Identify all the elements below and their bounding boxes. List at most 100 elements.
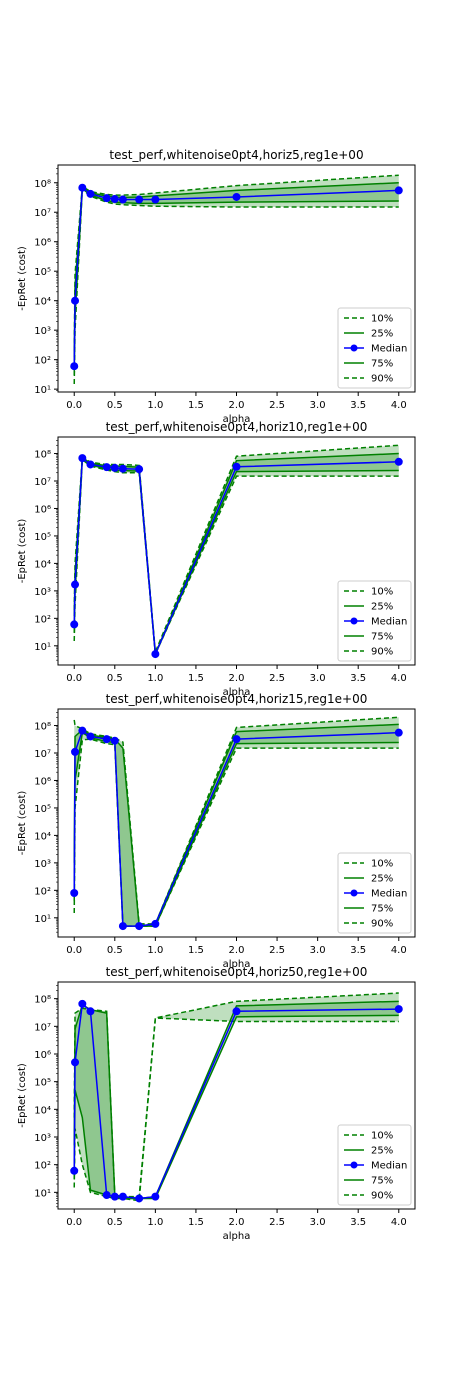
legend-label: Median (371, 889, 407, 900)
legend-marker-median (350, 344, 358, 352)
x-tick-label: 0.5 (107, 673, 123, 684)
x-tick-label: 0.5 (107, 945, 123, 956)
legend-label: 25% (371, 602, 393, 613)
y-tick-label: 10¹ (34, 385, 51, 396)
chart-panel-3: 0.0 0.5 1.0 1.5 2.0 2.5 3.0 3.5 4.0 10¹ 10² 10³ 10⁴ 1… (17, 692, 416, 970)
x-tick-label: 0.0 (66, 1217, 82, 1228)
x-tick-label: 2.5 (269, 673, 285, 684)
median-point (394, 1005, 403, 1014)
median-point (78, 454, 87, 463)
y-tick-label: 10⁸ (34, 450, 51, 461)
x-tick-label: 3.0 (310, 400, 326, 411)
median-point (86, 189, 95, 198)
y-tick-label: 10⁸ (34, 995, 51, 1006)
x-tick-label: 2.5 (269, 1217, 285, 1228)
x-tick-label: 1.5 (188, 945, 204, 956)
y-tick-label: 10⁷ (34, 1022, 51, 1033)
median-point (232, 192, 241, 201)
plot-area (70, 174, 403, 384)
y-tick-label: 10¹ (34, 642, 51, 653)
y-axis-label: -EpRet (cost) (17, 1063, 28, 1128)
x-tick-label: 1.0 (147, 1217, 163, 1228)
y-tick-label: 10⁶ (34, 776, 51, 787)
median-point (394, 186, 403, 195)
x-tick-label: 3.5 (350, 400, 366, 411)
y-tick-label: 10² (34, 1161, 51, 1172)
median-point (135, 1194, 144, 1203)
y-axis-label: -EpRet (cost) (17, 519, 28, 584)
chart-panel-4: 0.0 0.5 1.0 1.5 2.0 2.5 3.0 3.5 4.0 10¹ 10² 10³ 10⁴ 1… (17, 965, 416, 1242)
median-point (232, 462, 241, 471)
x-tick-label: 2.0 (229, 400, 245, 411)
legend-label: 75% (371, 632, 393, 643)
chart-title: test_perf,whitenoise0pt4,horiz10,reg1e+0… (106, 420, 368, 434)
x-tick-label: 2.5 (269, 945, 285, 956)
y-tick-label: 10⁷ (34, 477, 51, 488)
legend-box (337, 852, 412, 934)
median-point (110, 736, 119, 745)
legend: 10% 25% Median 75% 90% (337, 580, 412, 662)
median-point (78, 999, 87, 1008)
legend-marker-median (350, 617, 358, 625)
y-tick-label: 10² (34, 614, 51, 625)
x-tick-label: 1.5 (188, 1217, 204, 1228)
x-tick-label: 3.0 (310, 1217, 326, 1228)
x-tick-label: 2.0 (229, 673, 245, 684)
legend-label: 25% (371, 329, 393, 340)
x-tick-label: 4.0 (391, 945, 407, 956)
legend-label: 25% (371, 874, 393, 885)
median-point (86, 732, 95, 741)
median-point (232, 735, 241, 744)
y-tick-label: 10⁷ (34, 749, 51, 760)
median-point (71, 747, 80, 756)
median-point (135, 922, 144, 931)
y-tick-label: 10⁵ (34, 267, 51, 278)
y-axis-label: -EpRet (cost) (17, 246, 28, 311)
y-tick-label: 10⁸ (34, 179, 51, 190)
x-tick-label: 0.0 (66, 400, 82, 411)
median-point (70, 362, 79, 371)
x-axis-label: alpha (223, 1231, 251, 1242)
y-tick-label: 10¹ (34, 914, 51, 925)
x-tick-label: 1.0 (147, 400, 163, 411)
y-tick-label: 10³ (34, 587, 51, 598)
median-point (70, 1166, 79, 1175)
y-tick-label: 10² (34, 356, 51, 367)
median-point (118, 195, 127, 204)
median-point (110, 463, 119, 472)
median-point (135, 465, 144, 474)
median-point (78, 183, 87, 192)
median-point (70, 888, 79, 897)
x-tick-label: 1.0 (147, 945, 163, 956)
legend-label: 75% (371, 904, 393, 915)
median-point (102, 1191, 111, 1200)
y-tick-label: 10⁴ (34, 831, 51, 842)
y-tick-label: 10² (34, 886, 51, 897)
median-point (86, 460, 95, 469)
x-axis-label: alpha (223, 959, 251, 970)
median-point (118, 464, 127, 473)
legend-label: 75% (371, 1176, 393, 1187)
legend-box (337, 580, 412, 662)
median-point (78, 726, 87, 735)
median-point (394, 728, 403, 737)
legend-box (337, 307, 412, 389)
series-line-90pct (73, 174, 399, 351)
x-tick-label: 2.0 (229, 945, 245, 956)
x-tick-label: 0.5 (107, 400, 123, 411)
median-point (71, 580, 80, 589)
chart-title: test_perf,whitenoise0pt4,horiz50,reg1e+0… (106, 965, 368, 979)
x-tick-label: 0.0 (66, 945, 82, 956)
y-tick-label: 10⁶ (34, 1050, 51, 1061)
legend-marker-median (350, 889, 358, 897)
legend-label: 10% (371, 1131, 393, 1142)
legend-label: 90% (371, 919, 393, 930)
plot-area (70, 716, 403, 931)
legend-label: 10% (371, 859, 393, 870)
legend-label: Median (371, 617, 407, 628)
x-tick-label: 3.5 (350, 673, 366, 684)
x-tick-label: 1.0 (147, 673, 163, 684)
median-point (102, 194, 111, 203)
legend-box (337, 1124, 412, 1206)
